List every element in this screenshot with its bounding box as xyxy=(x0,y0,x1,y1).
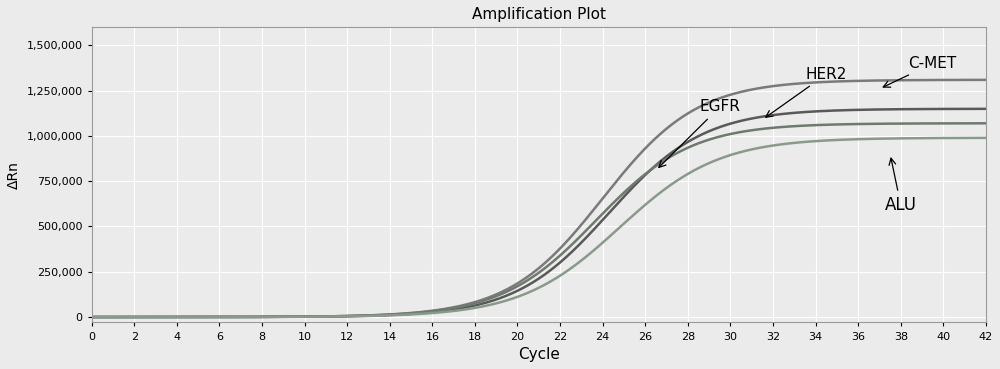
Text: C-MET: C-MET xyxy=(883,56,957,87)
X-axis label: Cycle: Cycle xyxy=(518,347,560,362)
Text: HER2: HER2 xyxy=(766,67,847,117)
Text: EGFR: EGFR xyxy=(659,100,740,168)
Text: ALU: ALU xyxy=(885,158,917,214)
Y-axis label: ΔRn: ΔRn xyxy=(7,161,21,189)
Title: Amplification Plot: Amplification Plot xyxy=(472,7,606,22)
